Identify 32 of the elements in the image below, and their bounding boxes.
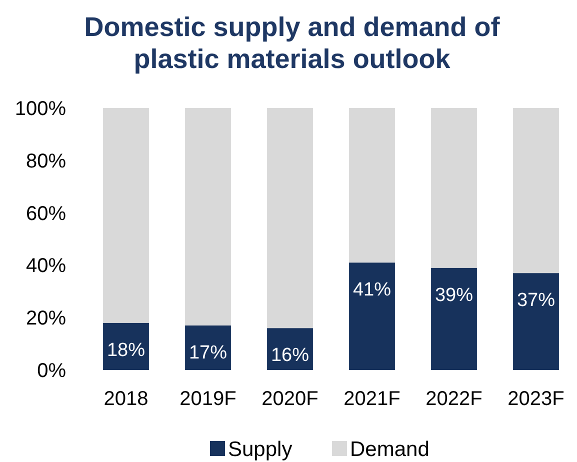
bar (431, 108, 477, 268)
x-tick-label: 2022F (426, 388, 482, 410)
x-tick-label: 2023F (508, 388, 564, 410)
legend-label: Demand (350, 438, 430, 461)
bar (103, 108, 149, 323)
y-tick-label: 0% (37, 360, 66, 382)
bar (185, 325, 231, 370)
data-label: 16% (270, 345, 310, 366)
y-tick-label: 40% (26, 255, 66, 278)
x-tick-label: 2019F (180, 388, 236, 410)
bar (349, 262, 395, 370)
bar (185, 108, 231, 326)
data-label: 41% (352, 280, 392, 301)
x-tick-label: 2020F (262, 388, 318, 410)
x-tick-label: 2021F (344, 388, 400, 410)
y-tick-label: 100% (14, 98, 66, 120)
bar (431, 268, 477, 370)
y-tick-label: 60% (26, 202, 66, 225)
data-label: 39% (434, 284, 474, 306)
bar (103, 322, 149, 370)
y-tick-label: 80% (26, 150, 66, 172)
bar (513, 108, 559, 274)
bar (349, 108, 395, 263)
y-tick-label: 20% (26, 308, 66, 330)
data-label: 37% (516, 290, 556, 312)
x-tick-label: 2018 (104, 388, 148, 410)
bar (513, 273, 559, 370)
data-label: 17% (188, 342, 228, 364)
bar (267, 108, 313, 328)
chart-title: Domestic supply and demand of plastic materials outlook (84, 12, 501, 74)
data-label: 18% (106, 340, 146, 361)
legend-label: Supply (228, 438, 293, 461)
